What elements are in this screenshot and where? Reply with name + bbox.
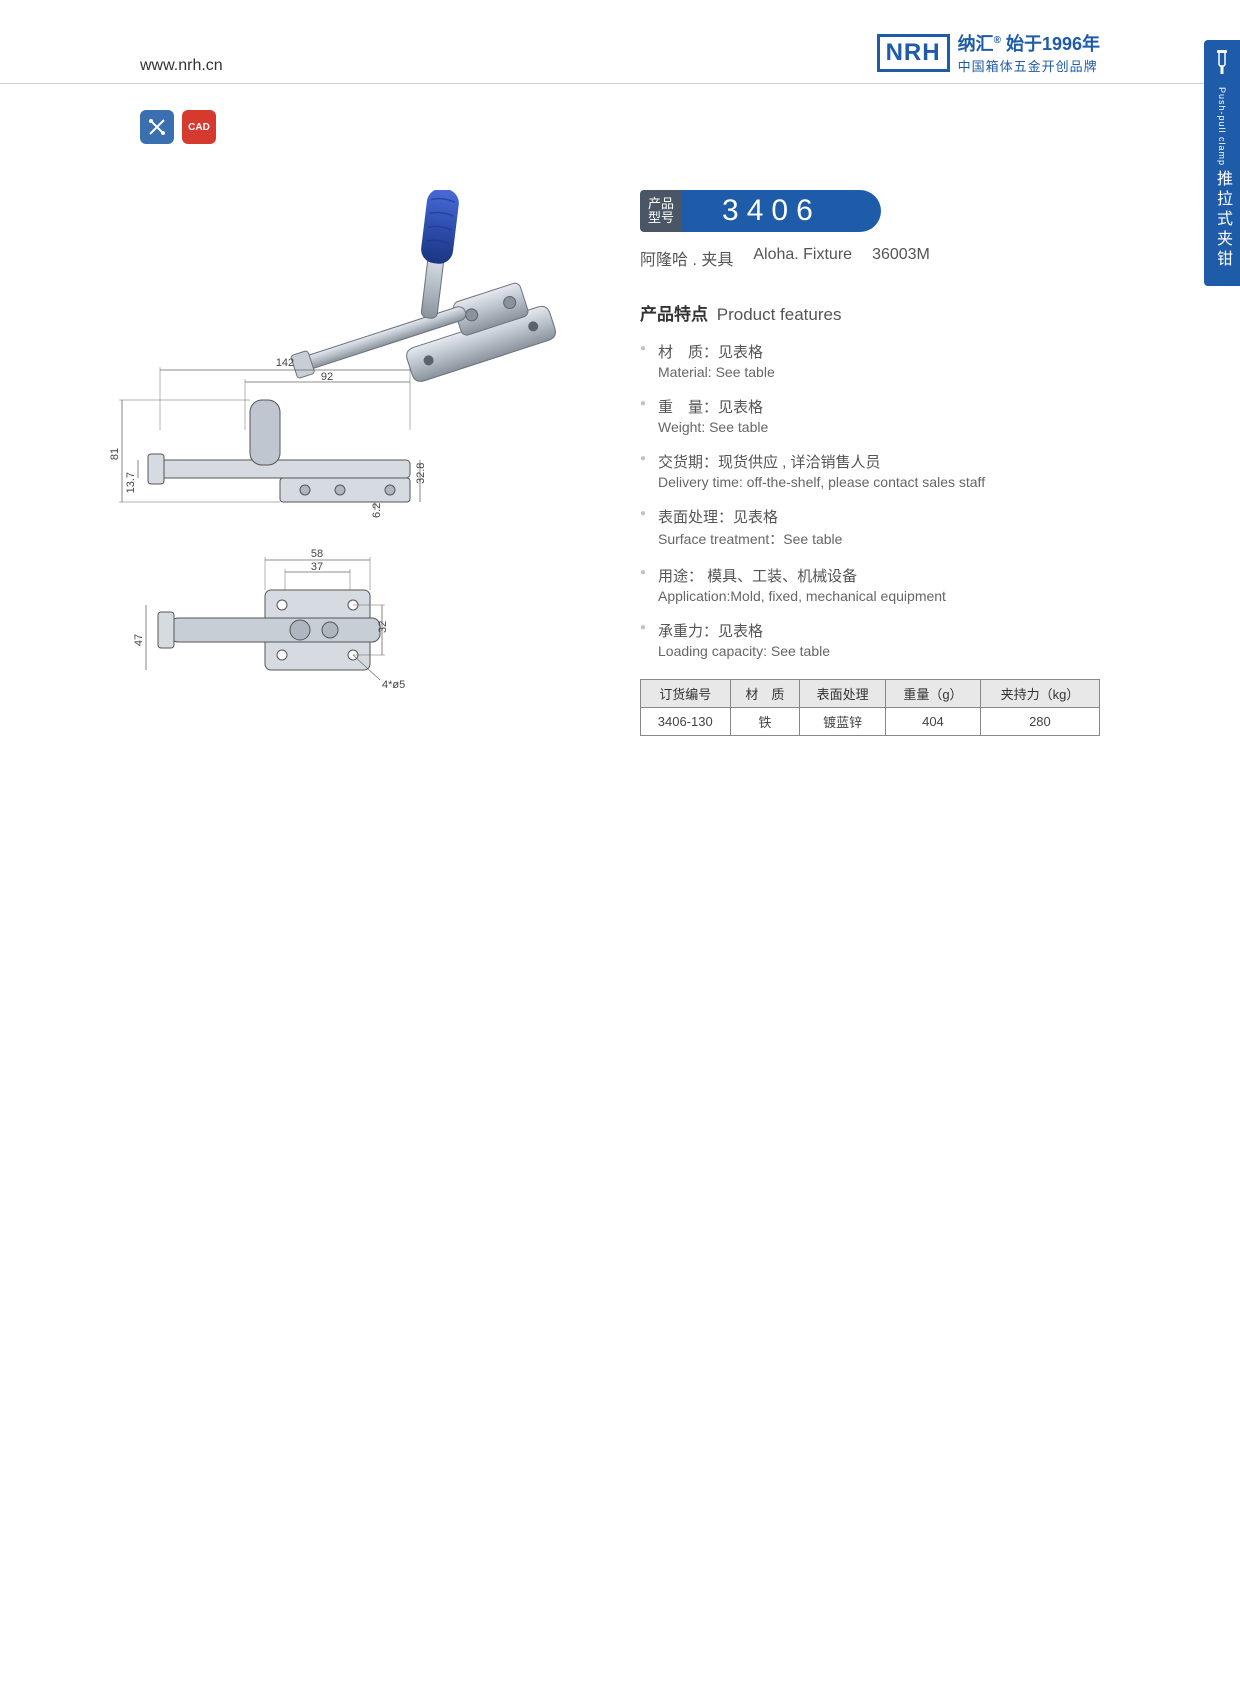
feature-en: Delivery time: off-the-shelf, please con… — [658, 474, 1100, 490]
brand-text: 纳汇® 始于1996年 中国箱体五金开创品牌 — [958, 30, 1100, 75]
tools-icon — [140, 110, 174, 144]
feature-cn: 表面处理：见表格 — [658, 506, 1100, 527]
model-number: 3406 — [682, 190, 881, 232]
model-label-l2: 型号 — [648, 211, 674, 225]
feature-item: 重 量：见表格 Weight: See table — [640, 396, 1100, 435]
cell-capacity: 280 — [980, 708, 1099, 736]
dim-13-7: 13.7 — [125, 472, 137, 493]
page-header: www.nrh.cn NRH 纳汇® 始于1996年 中国箱体五金开创品牌 — [0, 30, 1240, 84]
feature-en: Loading capacity: See table — [658, 643, 1100, 659]
registered-mark: ® — [994, 35, 1001, 46]
spec-table: 订货编号 材 质 表面处理 重量（g） 夹持力（kg） 3406-130 铁 镀… — [640, 679, 1100, 736]
dim-92: 92 — [321, 371, 333, 383]
website-url: www.nrh.cn — [140, 57, 223, 75]
clamp-icon — [1204, 50, 1240, 81]
table-row: 3406-130 铁 镀蓝锌 404 280 — [641, 708, 1100, 736]
table-header-row: 订货编号 材 质 表面处理 重量（g） 夹持力（kg） — [641, 680, 1100, 708]
feature-item: 表面处理：见表格 Surface treatment：See table — [640, 506, 1100, 549]
feature-cn: 交货期：现货供应 , 详洽销售人员 — [658, 451, 1100, 472]
technical-drawing: 142 92 81 13.7 32.8 — [100, 350, 440, 710]
cell-material: 铁 — [730, 708, 800, 736]
feature-item: 材 质：见表格 Material: See table — [640, 341, 1100, 380]
model-badge: 产品 型号 3406 — [640, 190, 1100, 232]
brand-block: NRH 纳汇® 始于1996年 中国箱体五金开创品牌 — [877, 30, 1100, 75]
subtitle-en: Aloha. Fixture — [753, 246, 852, 270]
dim-holes: 4*ø5 — [382, 679, 405, 691]
feature-en: Weight: See table — [658, 419, 1100, 435]
model-label-l1: 产品 — [648, 197, 674, 211]
product-info-column: 产品 型号 3406 阿隆哈 . 夹具 Aloha. Fixture 36003… — [640, 190, 1100, 736]
features-heading: 产品特点 Product features — [640, 300, 1100, 325]
feature-item: 交货期：现货供应 , 详洽销售人员 Delivery time: off-the… — [640, 451, 1100, 490]
cell-weight: 404 — [886, 708, 981, 736]
feature-item: 承重力：见表格 Loading capacity: See table — [640, 620, 1100, 659]
feature-item: 用途： 模具、工装、机械设备 Application:Mold, fixed, … — [640, 565, 1100, 604]
cell-order-no: 3406-130 — [641, 708, 731, 736]
brand-line1: 纳汇® 始于1996年 — [958, 30, 1100, 56]
dim-58: 58 — [311, 548, 323, 560]
product-subtitle: 阿隆哈 . 夹具 Aloha. Fixture 36003M — [640, 246, 1100, 270]
dim-81: 81 — [109, 448, 121, 460]
feature-cn: 承重力：见表格 — [658, 620, 1100, 641]
col-surface: 表面处理 — [800, 680, 886, 708]
model-label: 产品 型号 — [640, 190, 682, 232]
brand-since: 始于1996年 — [1006, 34, 1100, 54]
dim-37: 37 — [311, 561, 323, 573]
cell-surface: 镀蓝锌 — [800, 708, 886, 736]
nrh-logo: NRH — [877, 34, 950, 72]
subtitle-cn: 阿隆哈 . 夹具 — [640, 246, 733, 270]
brand-slogan: 中国箱体五金开创品牌 — [958, 56, 1100, 75]
col-weight: 重量（g） — [886, 680, 981, 708]
cad-icon: CAD — [182, 110, 216, 144]
feature-en: Surface treatment：See table — [658, 529, 1100, 549]
features-list: 材 质：见表格 Material: See table 重 量：见表格 Weig… — [640, 341, 1100, 659]
dim-6-2: 6.2 — [371, 503, 383, 518]
feature-en: Application:Mold, fixed, mechanical equi… — [658, 588, 1100, 604]
category-side-tab: Push-pull clamp 推拉式夹钳 — [1204, 40, 1240, 286]
col-capacity: 夹持力（kg） — [980, 680, 1099, 708]
feature-cn: 材 质：见表格 — [658, 341, 1100, 362]
tool-icons: CAD — [140, 110, 216, 144]
subtitle-code: 36003M — [872, 246, 930, 270]
dim-32-8: 32.8 — [415, 463, 427, 484]
dim-47: 47 — [133, 634, 145, 646]
col-order-no: 订货编号 — [641, 680, 731, 708]
dim-32: 32 — [377, 621, 389, 633]
side-tab-cn: 推拉式夹钳 — [1210, 170, 1234, 270]
dim-142: 142 — [276, 357, 294, 369]
catalog-page: www.nrh.cn NRH 纳汇® 始于1996年 中国箱体五金开创品牌 Pu… — [0, 0, 1240, 1683]
feature-cn: 用途： 模具、工装、机械设备 — [658, 565, 1100, 586]
features-title-cn: 产品特点 — [640, 305, 708, 324]
feature-cn: 重 量：见表格 — [658, 396, 1100, 417]
feature-en: Material: See table — [658, 364, 1100, 380]
features-title-en: Product features — [717, 305, 842, 324]
brand-name-cn: 纳汇 — [958, 34, 994, 54]
side-tab-en: Push-pull clamp — [1217, 87, 1227, 166]
col-material: 材 质 — [730, 680, 800, 708]
